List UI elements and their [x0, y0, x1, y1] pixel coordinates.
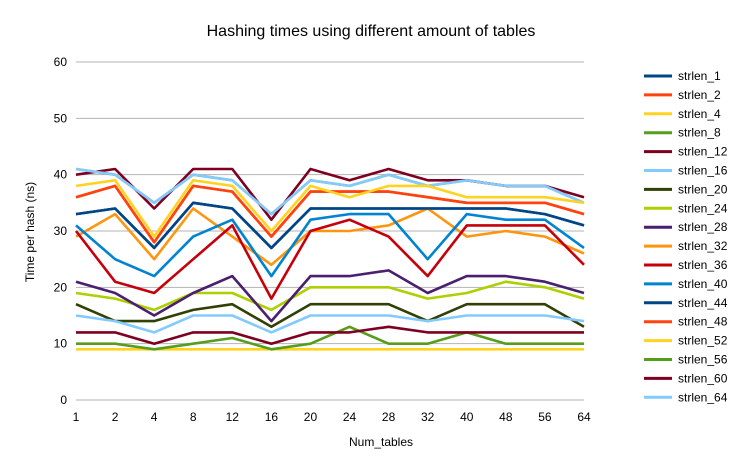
series-line-strlen_52 [75, 179, 585, 238]
series-line-strlen_20 [75, 302, 585, 329]
series-line-strlen_32 [75, 207, 585, 267]
x-tick-label: 4 [151, 410, 158, 424]
series-line-strlen_36 [74, 218, 585, 300]
x-tick-label: 16 [265, 410, 279, 424]
x-tick-label: 24 [343, 410, 357, 424]
legend-label: strlen_2 [678, 88, 721, 102]
x-tick-label: 8 [190, 410, 197, 424]
x-axis-label: Num_tables [349, 435, 413, 449]
x-tick-label: 12 [226, 410, 240, 424]
y-tick-label: 0 [60, 393, 67, 407]
legend: strlen_1 strlen_2 strlen_4 strlen_8 strlen_1… [644, 69, 728, 404]
series-line-strlen_56 [76, 325, 584, 351]
x-tick-label: 48 [499, 410, 513, 424]
series-line-strlen_60 [76, 325, 584, 346]
y-tick-label: 10 [54, 337, 68, 351]
y-tick-label: 60 [54, 55, 68, 69]
y-axis-ticks: 0 10 20 30 40 50 60 [54, 55, 68, 407]
legend-label: strlen_64 [678, 390, 728, 404]
legend-label: strlen_1 [678, 69, 721, 83]
x-tick-label: 28 [382, 410, 396, 424]
y-tick-label: 40 [54, 168, 68, 182]
series-line-strlen_44 [75, 201, 585, 250]
legend-label: strlen_20 [678, 182, 728, 196]
x-tick-label: 40 [460, 410, 474, 424]
legend-label: strlen_32 [678, 239, 728, 253]
series-line-strlen_40 [75, 212, 585, 278]
chart-title: Hashing times using different amount of … [207, 23, 536, 40]
legend-label: strlen_44 [678, 296, 728, 310]
legend-label: strlen_12 [678, 145, 728, 159]
series-layer [74, 167, 585, 351]
y-tick-label: 50 [54, 111, 68, 125]
x-tick-label: 2 [112, 410, 119, 424]
series-line-strlen_12 [75, 167, 585, 221]
legend-label: strlen_4 [678, 107, 721, 121]
legend-label: strlen_56 [678, 353, 728, 367]
x-tick-label: 64 [577, 410, 591, 424]
legend-label: strlen_36 [678, 258, 728, 272]
legend-label: strlen_28 [678, 220, 728, 234]
legend-label: strlen_8 [678, 126, 721, 140]
series-line-strlen_64 [75, 314, 585, 334]
x-axis-ticks: 1 2 4 8 12 16 20 24 28 32 40 48 56 64 [73, 410, 591, 424]
legend-label: strlen_52 [678, 334, 728, 348]
y-tick-label: 20 [54, 280, 68, 294]
legend-label: strlen_24 [678, 201, 728, 215]
legend-label: strlen_40 [678, 277, 728, 291]
y-tick-label: 30 [54, 224, 68, 238]
x-tick-label: 1 [73, 410, 80, 424]
legend-label: strlen_60 [678, 371, 728, 385]
series-line-strlen_28 [75, 269, 585, 323]
x-tick-label: 56 [538, 410, 552, 424]
x-tick-label: 32 [421, 410, 435, 424]
y-axis-label: Time per hash (ns) [23, 182, 37, 282]
x-tick-label: 20 [304, 410, 318, 424]
legend-label: strlen_16 [678, 164, 728, 178]
series-line-strlen_24 [75, 280, 585, 312]
legend-label: strlen_48 [678, 315, 728, 329]
series-line-strlen_16 [75, 167, 585, 216]
